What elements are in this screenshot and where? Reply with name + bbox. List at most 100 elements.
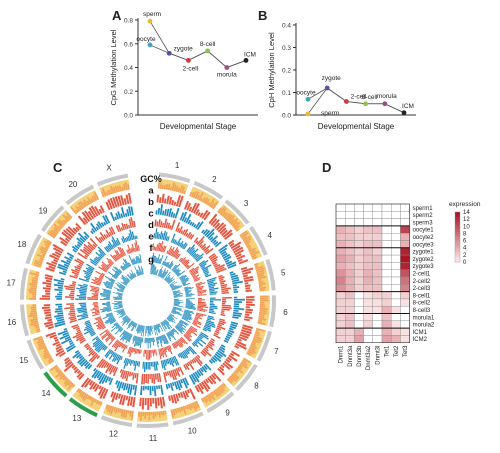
track-f-bar — [101, 309, 112, 313]
track-g-bar — [148, 325, 150, 334]
track-a-bar — [41, 295, 51, 298]
track-b-bar — [102, 215, 109, 225]
track-e-bar — [185, 331, 193, 338]
track-e-bar — [186, 265, 190, 269]
heatmap-cell — [372, 247, 383, 256]
track-g-bar — [166, 276, 171, 282]
track-c-bar — [151, 373, 154, 383]
chromosome-label-12: 12 — [109, 430, 118, 439]
track-d-bar — [86, 269, 93, 274]
gc-bar — [242, 235, 252, 242]
track-g-bar — [161, 271, 166, 279]
gc-bar — [58, 225, 63, 229]
track-c-bar — [165, 371, 168, 376]
track-c-bar — [208, 253, 216, 259]
track-g-bar — [136, 269, 140, 276]
heatmap-cell — [400, 313, 410, 322]
track-c-bar — [221, 308, 230, 311]
track-g-bar — [172, 286, 182, 291]
track-c-bar — [221, 302, 226, 305]
track-c-bar — [74, 274, 79, 277]
gc-bar — [40, 250, 47, 255]
heatmap-cell — [391, 247, 401, 256]
legend-tick-2: 2 — [463, 253, 467, 259]
track-b-bar — [91, 228, 96, 233]
track-f-bar — [176, 324, 184, 331]
track-e-bar — [101, 261, 110, 269]
track-e-bar — [197, 303, 207, 305]
track-b-bar — [57, 263, 69, 270]
track-f-bar — [161, 261, 165, 265]
track-a-bar — [65, 360, 73, 368]
legend-swatch — [455, 237, 460, 240]
point-label-8-cell: 8-cell — [362, 94, 378, 101]
track-a-bar — [76, 371, 83, 379]
track-b-bar — [227, 331, 233, 336]
track-f-bar — [105, 286, 112, 290]
track-c-bar — [216, 327, 222, 331]
heatmap-cell — [381, 306, 392, 314]
track-e-bar — [197, 308, 208, 311]
gc-bar — [233, 221, 241, 229]
y-tick-label: 0.1 — [282, 90, 291, 97]
track-a-bar — [240, 331, 251, 337]
track-f-bar — [185, 302, 194, 304]
track-g-bar — [168, 315, 176, 321]
track-g-bar — [135, 324, 140, 332]
heatmap-cell — [372, 335, 383, 343]
track-a-bar — [245, 296, 255, 299]
track-a-bar — [81, 211, 91, 223]
legend-swatch — [455, 212, 460, 215]
gc-bar — [29, 272, 39, 276]
heatmap-cell — [345, 225, 355, 234]
track-a-bar — [109, 197, 116, 209]
track-g-bar — [114, 303, 123, 305]
track-d-bar — [133, 360, 136, 367]
track-e-bar — [137, 349, 140, 354]
track-c-bar — [70, 308, 75, 311]
track-a-bar — [76, 370, 81, 374]
heatmap-cell — [345, 232, 355, 241]
track-c-bar — [200, 351, 206, 357]
track-c-bar — [204, 347, 209, 352]
track-b-bar — [215, 351, 223, 358]
chromosome-band-3 — [224, 199, 250, 225]
track-e-bar — [94, 276, 103, 281]
gc-bar — [48, 359, 55, 365]
track-b-bar — [80, 359, 88, 367]
track-g-bar — [169, 281, 176, 286]
track-a-bar — [175, 393, 180, 402]
track-g-bar — [126, 319, 132, 326]
chromosome-band-6 — [269, 295, 277, 328]
track-e-bar — [172, 342, 177, 349]
track-g-bar — [114, 301, 123, 303]
heatmap-cell — [372, 276, 383, 285]
track-f-bar — [164, 262, 167, 267]
heatmap-cell — [391, 232, 401, 241]
track-a-bar — [182, 391, 187, 400]
track-g-bar — [120, 277, 129, 284]
track-f-bar — [120, 331, 127, 341]
heatmap-cell — [335, 240, 346, 249]
track-d-bar — [105, 349, 113, 359]
track-f-bar — [106, 305, 111, 307]
track-c-bar — [220, 312, 225, 315]
track-c-bar — [105, 363, 112, 374]
gc-bar — [249, 249, 257, 255]
track-f-bar — [105, 296, 111, 298]
heatmap-cell — [363, 254, 374, 263]
track-f-bar — [122, 331, 128, 340]
track-e-bar — [91, 281, 101, 286]
gc-bar — [142, 411, 145, 417]
track-a-bar — [45, 267, 55, 272]
track-d-bar — [171, 357, 175, 364]
track-f-bar — [106, 301, 111, 303]
track-f-bar — [103, 306, 111, 309]
track-a-bar — [63, 362, 74, 372]
track-f-bar — [185, 306, 197, 309]
track-d-bar — [173, 355, 180, 366]
track-e-bar — [102, 326, 107, 330]
track-e-bar — [168, 248, 173, 255]
track-b-bar — [117, 211, 122, 219]
track-e-bar — [177, 340, 183, 348]
